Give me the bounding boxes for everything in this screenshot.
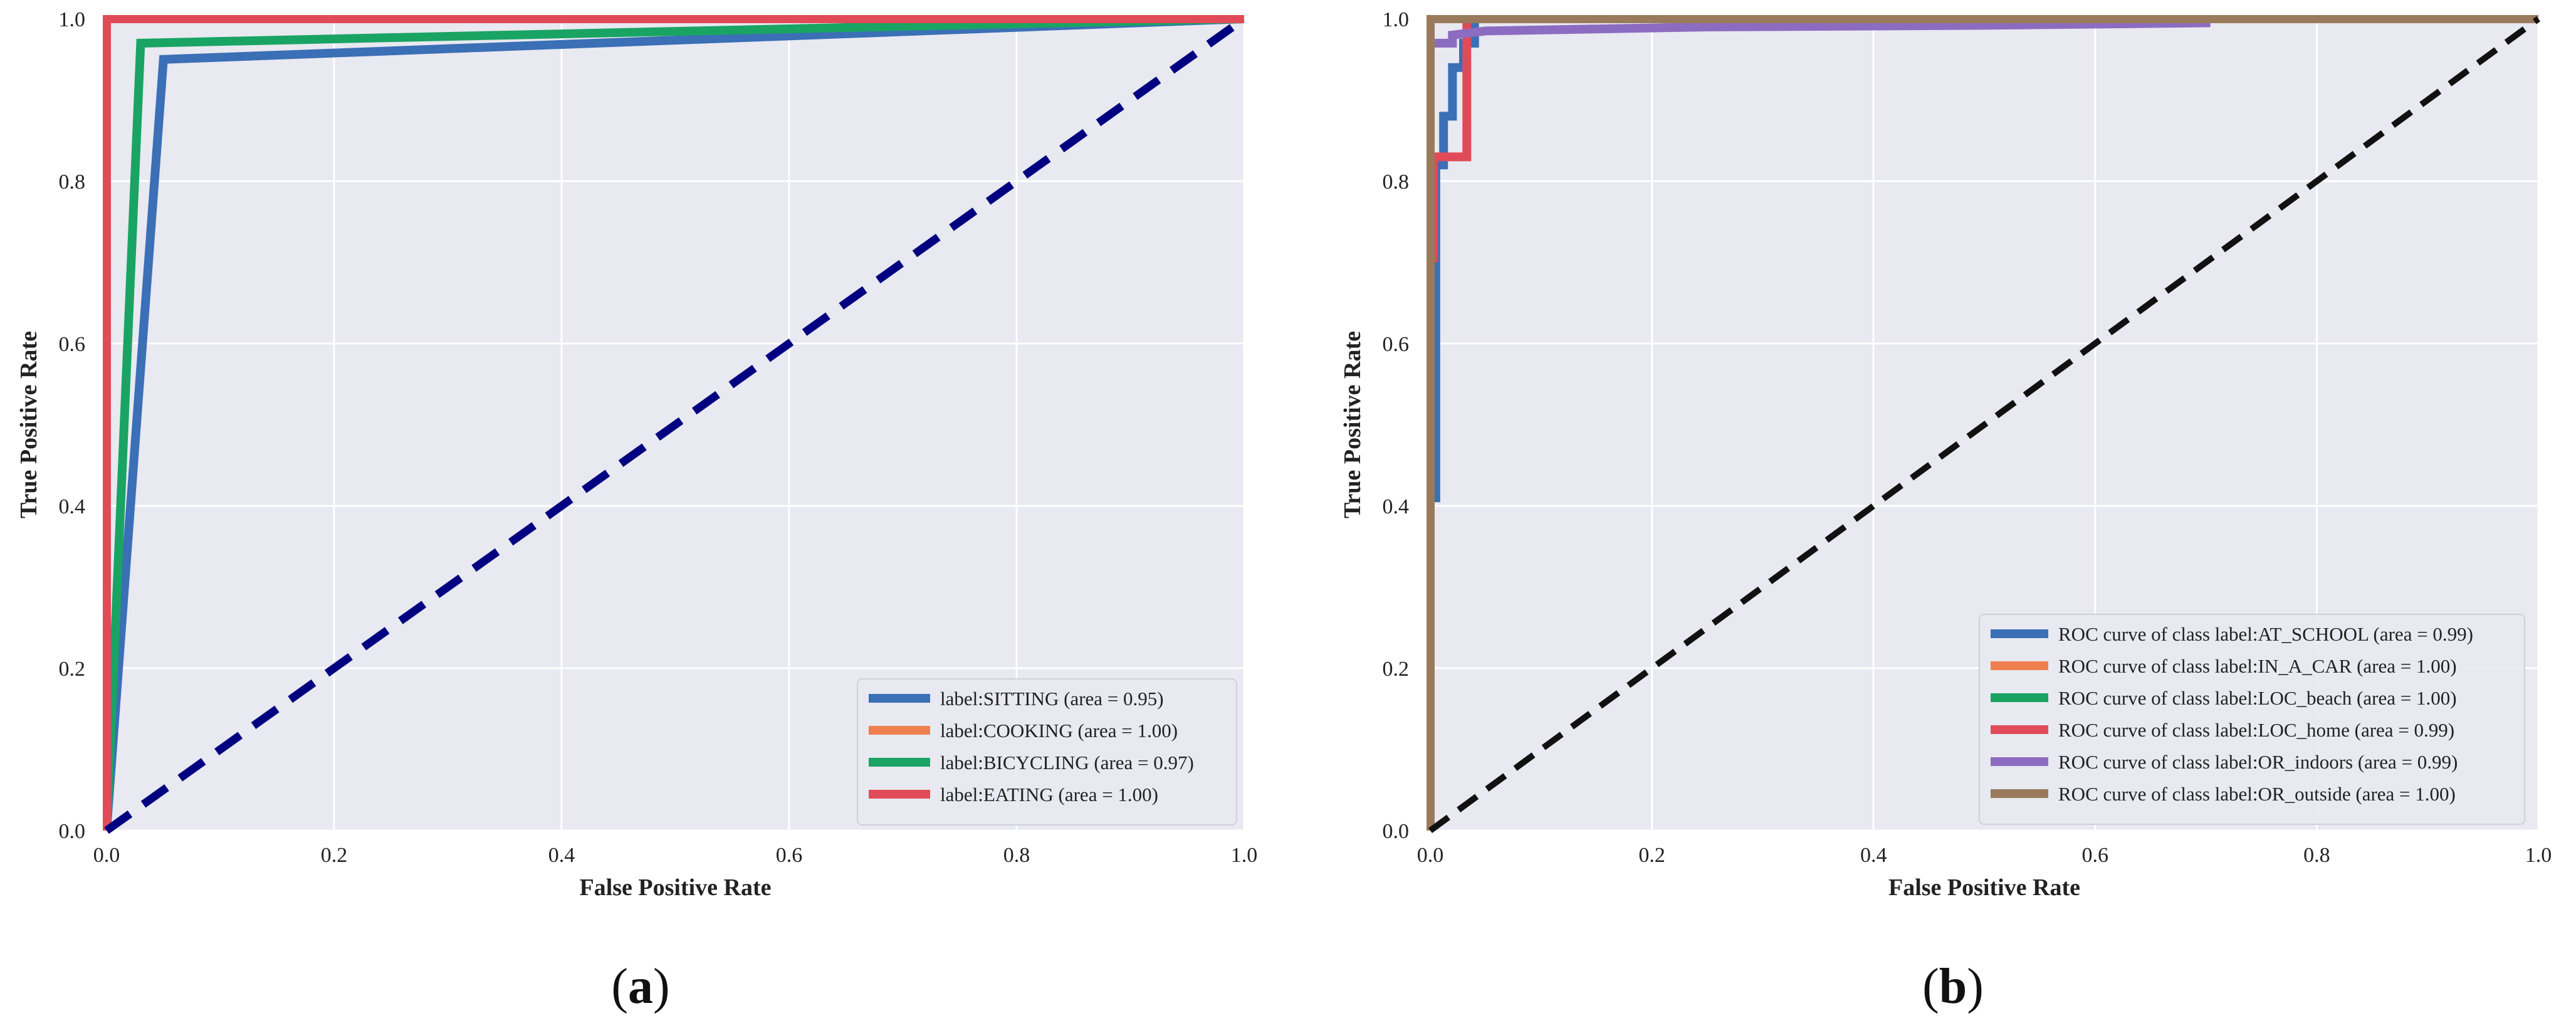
y-tick-label: 0.0 bbox=[1383, 820, 1410, 843]
y-tick-label: 0.8 bbox=[1383, 170, 1410, 194]
legend-entry-label: ROC curve of class label:LOC_home (area … bbox=[2058, 719, 2454, 741]
x-tick-label: 1.0 bbox=[2525, 844, 2552, 867]
panel-label: (a) bbox=[611, 959, 669, 1014]
legend-entry-label: ROC curve of class label:LOC_beach (area… bbox=[2058, 687, 2457, 709]
y-tick-label: 0.4 bbox=[59, 495, 86, 518]
series-line-0 bbox=[103, 15, 1245, 831]
series-line-2 bbox=[103, 15, 1245, 831]
diagonal-chance-line bbox=[1428, 16, 2540, 834]
legend-box bbox=[857, 678, 1237, 826]
x-tick-label: 0.4 bbox=[1860, 844, 1887, 867]
x-tick-label: 0.2 bbox=[321, 844, 348, 867]
y-tick-label: 1.0 bbox=[1383, 8, 1410, 31]
legend-entry-label: label:COOKING (area = 1.00) bbox=[940, 720, 1178, 742]
x-tick-label: 0.6 bbox=[776, 844, 803, 867]
chart-panel-b: 0.0 0.2 0.4 0.6 0.8 1.0 0.0 0.2 0.4 0.6 0.8 1.0 Fals… bbox=[1339, 8, 2552, 1014]
y-tick-label: 1.0 bbox=[59, 8, 86, 31]
legend-entry-label: ROC curve of class label:AT_SCHOOL (area… bbox=[2058, 623, 2473, 645]
y-axis-label: True Positive Rate bbox=[1339, 331, 1366, 518]
legend: label:SITTING (area = 0.95) label:COOKING… bbox=[857, 678, 1237, 826]
x-axis-label: False Positive Rate bbox=[579, 874, 771, 901]
series-group bbox=[1427, 15, 2540, 834]
y-tick-label: 0.4 bbox=[1383, 495, 1410, 518]
legend-entry-label: label:SITTING (area = 0.95) bbox=[940, 688, 1164, 710]
legend-box bbox=[1979, 614, 2525, 825]
x-tick-label: 0.8 bbox=[1003, 844, 1030, 867]
y-axis-label: True Positive Rate bbox=[16, 331, 42, 518]
y-tick-label: 0.0 bbox=[59, 820, 86, 843]
legend-entry-label: ROC curve of class label:IN_A_CAR (area … bbox=[2058, 655, 2457, 677]
y-tick-label: 0.2 bbox=[59, 658, 86, 681]
y-tick-label: 0.6 bbox=[59, 333, 86, 356]
legend-entry-label: ROC curve of class label:OR_outside (are… bbox=[2058, 783, 2456, 805]
legend-entry-label: label:BICYCLING (area = 0.97) bbox=[940, 752, 1194, 774]
x-tick-label: 0.0 bbox=[93, 844, 120, 867]
x-axis-label: False Positive Rate bbox=[1888, 874, 2080, 901]
legend-entry-label: ROC curve of class label:OR_indoors (are… bbox=[2058, 751, 2458, 773]
x-tick-label: 0.6 bbox=[2082, 844, 2109, 867]
legend-entry-label: label:EATING (area = 1.00) bbox=[940, 784, 1158, 805]
series-group bbox=[103, 15, 1247, 834]
series-line-5 bbox=[1427, 15, 2538, 831]
x-tick-label: 0.4 bbox=[548, 844, 575, 867]
y-tick-label: 0.2 bbox=[1383, 658, 1410, 681]
diagonal-chance-line bbox=[104, 15, 1247, 834]
legend: ROC curve of class label:AT_SCHOOL (area… bbox=[1979, 614, 2525, 825]
x-tick-label: 1.0 bbox=[1231, 844, 1258, 867]
x-tick-label: 0.2 bbox=[1638, 844, 1665, 867]
series-line-3 bbox=[103, 15, 1244, 831]
panel-label: (b) bbox=[1922, 959, 1984, 1014]
chart-panel-a: 0.0 0.2 0.4 0.6 0.8 1.0 0.0 0.2 0.4 0.6 0.8 1.0 Fals… bbox=[16, 8, 1257, 1014]
x-tick-label: 0.8 bbox=[2303, 844, 2330, 867]
x-tick-label: 0.0 bbox=[1417, 844, 1444, 867]
y-tick-label: 0.8 bbox=[59, 170, 86, 194]
y-tick-label: 0.6 bbox=[1383, 333, 1410, 356]
